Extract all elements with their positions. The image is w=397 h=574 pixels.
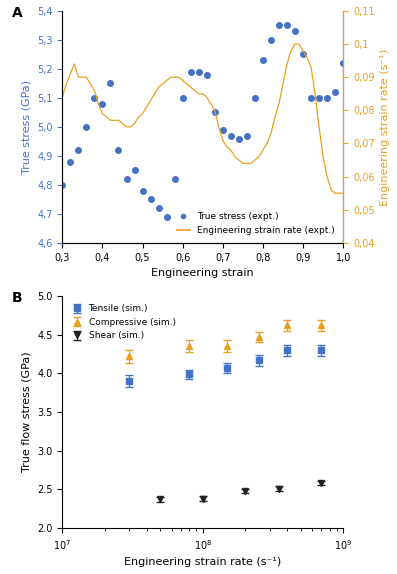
Point xyxy=(179,94,186,103)
Point xyxy=(308,94,314,103)
Y-axis label: Engineering strain rate (s⁻¹): Engineering strain rate (s⁻¹) xyxy=(380,48,390,205)
Point xyxy=(107,79,114,88)
X-axis label: Engineering strain rate (s⁻¹): Engineering strain rate (s⁻¹) xyxy=(124,557,281,567)
Point xyxy=(91,94,98,103)
Point xyxy=(212,108,218,117)
Point xyxy=(236,134,242,143)
Point xyxy=(67,157,73,166)
Point xyxy=(284,21,290,30)
Point xyxy=(131,166,138,175)
Point xyxy=(139,186,146,195)
Legend: Tensile (sim.), Compressive (sim.), Shear (sim.): Tensile (sim.), Compressive (sim.), Shea… xyxy=(67,301,179,344)
Point xyxy=(59,180,66,189)
Point xyxy=(316,94,322,103)
Point xyxy=(276,21,282,30)
Point xyxy=(75,146,81,155)
Text: B: B xyxy=(12,292,22,305)
Y-axis label: True flow stress (GPa): True flow stress (GPa) xyxy=(21,352,31,472)
Text: A: A xyxy=(12,6,23,20)
X-axis label: Engineering strain: Engineering strain xyxy=(151,268,254,278)
Point xyxy=(244,131,250,140)
Point xyxy=(260,56,266,65)
Point xyxy=(324,94,330,103)
Point xyxy=(332,88,338,97)
Point xyxy=(340,59,346,68)
Legend: True stress (expt.), Engineering strain rate (expt.): True stress (expt.), Engineering strain … xyxy=(173,208,339,238)
Point xyxy=(99,99,106,108)
Point xyxy=(147,195,154,204)
Y-axis label: True stress (GPa): True stress (GPa) xyxy=(21,80,31,174)
Point xyxy=(196,67,202,76)
Point xyxy=(172,174,178,184)
Point xyxy=(268,36,274,45)
Point xyxy=(123,174,130,184)
Point xyxy=(252,94,258,103)
Point xyxy=(164,212,170,222)
Point xyxy=(300,50,306,59)
Point xyxy=(220,125,226,134)
Point xyxy=(156,204,162,213)
Point xyxy=(115,146,121,155)
Point xyxy=(227,131,234,140)
Point xyxy=(187,67,194,76)
Point xyxy=(83,122,90,131)
Point xyxy=(292,26,298,36)
Point xyxy=(204,70,210,79)
